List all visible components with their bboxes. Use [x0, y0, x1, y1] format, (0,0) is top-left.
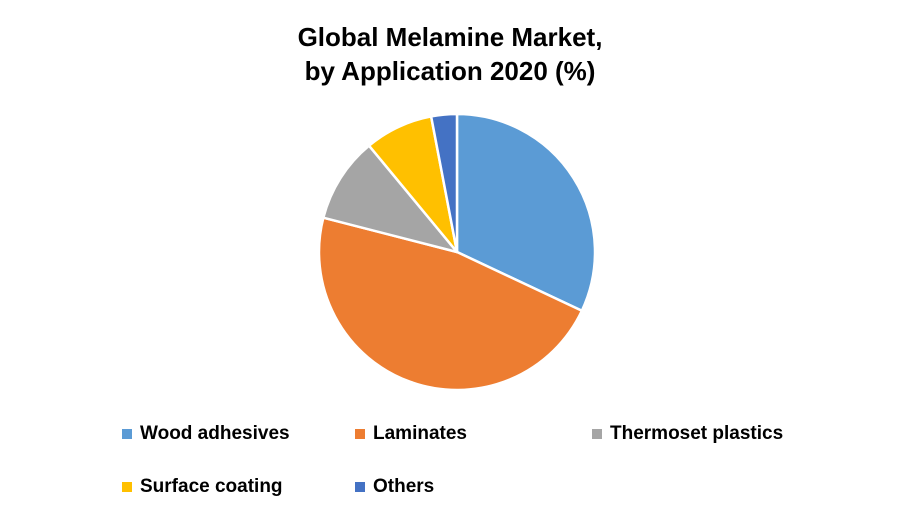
legend-item-others: Others [355, 475, 434, 499]
pie-slice-others [429, 112, 459, 254]
legend-label-surface-coating: Surface coating [140, 476, 283, 497]
legend-swatch-thermoset-plastics [592, 429, 602, 439]
legend-swatch-wood-adhesives [122, 429, 132, 439]
legend-item-surface-coating: Surface coating [122, 475, 283, 499]
legend-item-laminates: Laminates [355, 422, 467, 446]
chart-title-line-2: by Application 2020 (%) [304, 56, 596, 86]
legend-swatch-laminates [355, 429, 365, 439]
pie-slice-thermoset-plastics [322, 144, 459, 254]
legend-swatch-surface-coating [122, 482, 132, 492]
legend-label-others: Others [373, 476, 435, 497]
pie-slice-laminates [317, 216, 584, 392]
legend-item-thermoset-plastics: Thermoset plastics [592, 422, 783, 446]
legend-swatch-others [355, 482, 365, 492]
pie-slice-wood-adhesives [455, 112, 597, 313]
chart-title-line-1: Global Melamine Market, [297, 22, 603, 52]
chart-title: Global Melamine Market, by Application 2… [0, 20, 900, 88]
legend-item-wood-adhesives: Wood adhesives [122, 422, 290, 446]
legend-label-wood-adhesives: Wood adhesives [140, 423, 290, 444]
legend-label-thermoset-plastics: Thermoset plastics [610, 423, 784, 444]
legend-label-laminates: Laminates [373, 423, 467, 444]
